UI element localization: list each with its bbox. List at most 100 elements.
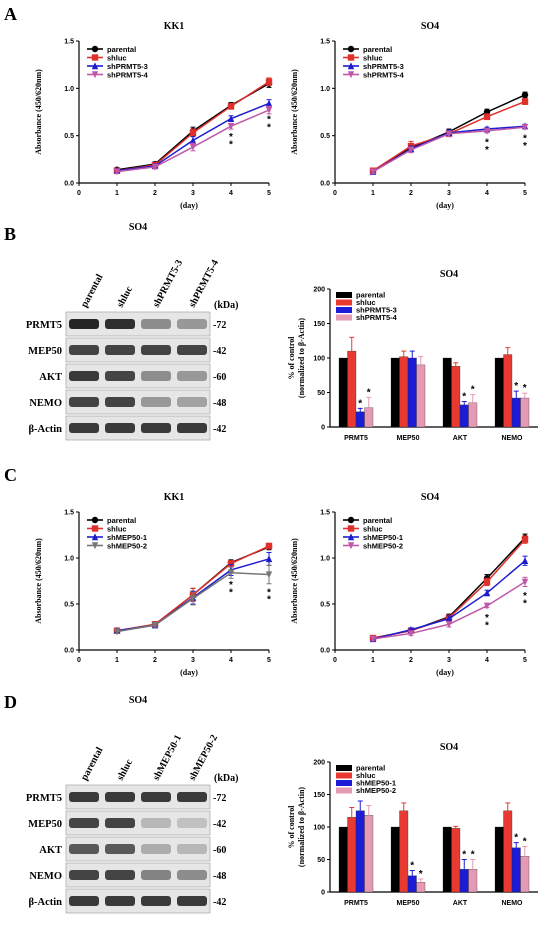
data-point-shluc bbox=[483, 578, 491, 586]
data-point-shmep50-2 bbox=[521, 578, 529, 586]
blot-row-label-akt: AKT bbox=[39, 372, 62, 383]
x-tick-label: 4 bbox=[229, 657, 233, 664]
bar-mep50-shmep50-2 bbox=[416, 882, 426, 893]
x-tick-label: 1 bbox=[371, 190, 375, 197]
band-actin-shmep50-2 bbox=[177, 896, 207, 906]
blot-row-label-akt: AKT bbox=[39, 845, 62, 856]
significance-star: * bbox=[229, 580, 233, 591]
line-chart-c-so4: SO4 0.0 0.5 1.0 1.5 0 1 2 3 4 5 (day) Absorbance (45… bbox=[290, 492, 529, 677]
y-axis-label-line: % of control bbox=[287, 805, 296, 849]
bar-prmt5-shluc bbox=[347, 350, 357, 428]
x-tick-label: 1 bbox=[115, 190, 119, 197]
legend-label-shprmt5-3: shPRMT5-3 bbox=[356, 306, 397, 315]
significance-star: * bbox=[410, 861, 414, 872]
y-tick-label: 100 bbox=[313, 356, 325, 363]
x-tick-label: 4 bbox=[229, 190, 233, 197]
bar-nemo-shmep50-1 bbox=[511, 847, 521, 893]
y-tick-label: 200 bbox=[313, 287, 325, 294]
chart-title: SO4 bbox=[421, 21, 439, 32]
y-axis-label-line: % of control bbox=[287, 336, 296, 380]
y-axis-label: Absorbance (450/620nm) bbox=[34, 69, 43, 155]
y-axis-label-line: (normalized to β-Actin) bbox=[297, 787, 306, 868]
data-point-shmep50-2 bbox=[227, 569, 235, 577]
data-point-shmep50-1 bbox=[483, 589, 491, 597]
significance-star: * bbox=[471, 385, 475, 396]
significance-star: * bbox=[471, 850, 475, 861]
legend-label-parental: parental bbox=[107, 45, 136, 54]
band-akt-shluc bbox=[105, 844, 135, 854]
bar-chart-d: SO4 0 50 100 150 200 % of control(normalized t… bbox=[287, 742, 538, 907]
bar-mep50-shprmt5-4 bbox=[416, 364, 426, 428]
y-tick-label: 100 bbox=[313, 825, 325, 832]
y-tick-label: 0.0 bbox=[64, 648, 74, 655]
significance-star: * bbox=[514, 381, 518, 392]
legend-label-parental: parental bbox=[356, 764, 385, 773]
chart-title: SO4 bbox=[421, 492, 439, 503]
legend-label-shluc: shluc bbox=[107, 524, 127, 533]
bar-prmt5-shmep50-1 bbox=[355, 810, 365, 893]
series-line-shluc bbox=[116, 81, 270, 172]
legend-swatch-shmep50-1 bbox=[336, 780, 352, 786]
blot-row-label-nemo: NEMO bbox=[29, 398, 62, 409]
x-tick-label: 3 bbox=[191, 190, 195, 197]
series-shprmt5-3 bbox=[369, 122, 529, 175]
band-nemo-shprmt5-4 bbox=[177, 397, 207, 407]
x-axis-label: (day) bbox=[436, 201, 454, 210]
kda-marker-mep50: -42 bbox=[213, 346, 226, 357]
legend-symbol-shmep50-1-marker bbox=[347, 533, 355, 541]
legend-symbol-parental-marker bbox=[91, 45, 99, 53]
legend-label-shprmt5-4: shPRMT5-4 bbox=[356, 313, 398, 322]
blot-title: SO4 bbox=[129, 222, 147, 233]
x-tick-label: 1 bbox=[115, 657, 119, 664]
lane-label-shluc: shluc bbox=[115, 284, 135, 309]
data-point-shluc bbox=[483, 113, 491, 120]
bar-nemo-shprmt5-3 bbox=[511, 397, 521, 428]
legend-symbol-shluc-marker bbox=[347, 525, 355, 532]
data-point-shluc bbox=[521, 98, 529, 105]
legend-swatch-parental bbox=[336, 765, 352, 771]
bar-nemo-shluc bbox=[503, 354, 513, 428]
data-point-shprmt5-4 bbox=[483, 127, 491, 135]
significance-star: * bbox=[485, 145, 489, 156]
bar-akt-shluc bbox=[451, 366, 461, 428]
data-point-shluc bbox=[265, 542, 273, 550]
significance-star: * bbox=[358, 398, 362, 409]
legend-label-shmep50-1: shMEP50-1 bbox=[356, 779, 396, 788]
panel-letter-d: D bbox=[4, 692, 17, 712]
legend-symbol-parental-marker bbox=[91, 516, 99, 524]
data-point-shluc bbox=[227, 103, 235, 110]
bar-akt-shluc bbox=[451, 828, 461, 893]
lane-label-shmep50-1: shMEP50-1 bbox=[151, 733, 184, 782]
data-point-shprmt5-4 bbox=[151, 163, 159, 171]
blot-row-label-actin: β-Actin bbox=[28, 424, 62, 435]
significance-star: * bbox=[523, 141, 527, 152]
bar-nemo-shmep50-2 bbox=[520, 856, 530, 893]
legend-symbol-shluc-marker bbox=[347, 54, 355, 61]
kda-marker-actin: -42 bbox=[213, 897, 226, 908]
band-akt-parental bbox=[69, 844, 99, 854]
band-nemo-shluc bbox=[105, 397, 135, 407]
significance-star: * bbox=[514, 833, 518, 844]
legend-symbol-parental-marker bbox=[347, 45, 355, 53]
panel-letter-a: A bbox=[4, 4, 17, 24]
significance-star: * bbox=[485, 137, 489, 148]
x-tick-label: 0 bbox=[333, 190, 337, 197]
x-tick-label: 0 bbox=[77, 657, 81, 664]
chart-title: SO4 bbox=[440, 742, 458, 753]
x-tick-label: 5 bbox=[267, 657, 271, 664]
band-mep50-shmep50-1 bbox=[141, 818, 171, 828]
band-mep50-parental bbox=[69, 345, 99, 355]
data-point-shprmt5-3 bbox=[189, 136, 197, 144]
data-point-parental bbox=[521, 91, 529, 99]
legend-label-shluc: shluc bbox=[107, 53, 127, 62]
band-mep50-shprmt5-3 bbox=[141, 345, 171, 355]
band-actin-shluc bbox=[105, 423, 135, 433]
y-tick-label: 1.0 bbox=[320, 556, 330, 563]
data-point-shprmt5-4 bbox=[407, 146, 415, 154]
y-tick-label: 1.5 bbox=[64, 510, 74, 517]
band-actin-shmep50-1 bbox=[141, 896, 171, 906]
bar-mep50-shprmt5-3 bbox=[407, 357, 417, 428]
band-akt-shmep50-1 bbox=[141, 844, 171, 854]
band-prmt5-shluc bbox=[105, 792, 135, 802]
